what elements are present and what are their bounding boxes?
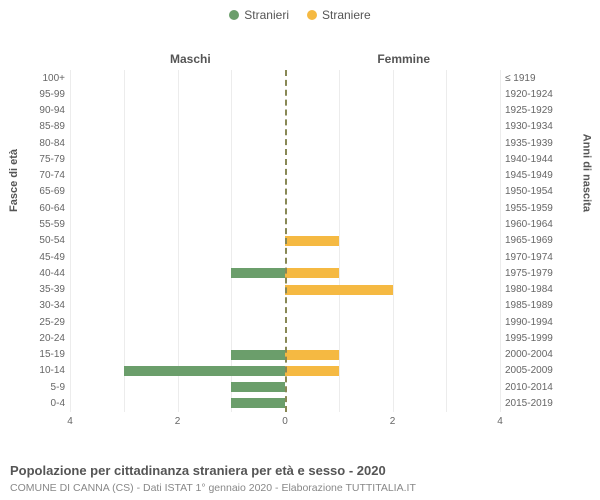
y-label-age: 15-19 [25,349,65,360]
y-label-birth: 1995-1999 [505,333,570,344]
caption: Popolazione per cittadinanza straniera p… [10,463,386,478]
x-axis: 4 2 0 2 4 [70,416,500,432]
y-label-age: 55-59 [25,219,65,230]
bar-male [124,366,285,376]
chart: Maschi Femmine Fasce di età Anni di nasc… [0,22,600,442]
y-label-birth: 1955-1959 [505,203,570,214]
y-label-age: 95-99 [25,89,65,100]
y-label-birth: 1960-1964 [505,219,570,230]
y-label-birth: 1980-1984 [505,284,570,295]
y-label-birth: 1950-1954 [505,186,570,197]
y-label-birth: 1920-1924 [505,89,570,100]
y-label-birth: 1965-1969 [505,235,570,246]
legend: Stranieri Straniere [0,0,600,22]
x-tick: 2 [175,416,181,427]
heading-female: Femmine [377,52,430,66]
plot-area: 100+≤ 191995-991920-192490-941925-192985… [70,70,500,412]
y-label-birth: ≤ 1919 [505,73,570,84]
bar-male [231,382,285,392]
y-label-age: 45-49 [25,252,65,263]
bar-female [285,268,339,278]
y-axis-title-left: Fasce di età [8,149,20,212]
y-label-birth: 2000-2004 [505,349,570,360]
y-label-age: 5-9 [25,382,65,393]
y-label-birth: 1990-1994 [505,317,570,328]
y-label-birth: 2010-2014 [505,382,570,393]
y-label-age: 85-89 [25,121,65,132]
y-label-age: 75-79 [25,154,65,165]
y-label-age: 90-94 [25,105,65,116]
y-label-birth: 1985-1989 [505,300,570,311]
subcaption: COMUNE DI CANNA (CS) - Dati ISTAT 1° gen… [10,482,416,494]
y-label-age: 70-74 [25,170,65,181]
y-label-birth: 2005-2009 [505,365,570,376]
x-tick: 4 [497,416,503,427]
y-label-age: 0-4 [25,398,65,409]
x-tick: 4 [67,416,73,427]
y-label-birth: 1970-1974 [505,252,570,263]
swatch-female [307,10,317,20]
swatch-male [229,10,239,20]
legend-item-male: Stranieri [229,8,289,22]
y-label-age: 20-24 [25,333,65,344]
center-line [285,70,287,412]
y-label-age: 80-84 [25,138,65,149]
y-label-age: 30-34 [25,300,65,311]
y-label-age: 65-69 [25,186,65,197]
x-tick: 0 [282,416,288,427]
heading-male: Maschi [170,52,211,66]
x-tick: 2 [390,416,396,427]
y-label-age: 40-44 [25,268,65,279]
bar-female [285,236,339,246]
legend-label-female: Straniere [322,8,371,22]
y-label-birth: 1935-1939 [505,138,570,149]
y-label-age: 35-39 [25,284,65,295]
y-label-birth: 1975-1979 [505,268,570,279]
y-label-birth: 1930-1934 [505,121,570,132]
legend-item-female: Straniere [307,8,371,22]
y-label-birth: 1945-1949 [505,170,570,181]
bar-male [231,350,285,360]
y-label-age: 10-14 [25,365,65,376]
y-label-age: 25-29 [25,317,65,328]
bar-male [231,398,285,408]
bar-female [285,366,339,376]
y-label-age: 60-64 [25,203,65,214]
y-label-birth: 1940-1944 [505,154,570,165]
y-axis-title-right: Anni di nascita [580,134,592,212]
bar-female [285,285,393,295]
y-label-age: 100+ [25,73,65,84]
y-label-birth: 1925-1929 [505,105,570,116]
legend-label-male: Stranieri [244,8,289,22]
bar-female [285,350,339,360]
y-label-age: 50-54 [25,235,65,246]
y-label-birth: 2015-2019 [505,398,570,409]
bar-male [231,268,285,278]
gridline [500,70,501,412]
